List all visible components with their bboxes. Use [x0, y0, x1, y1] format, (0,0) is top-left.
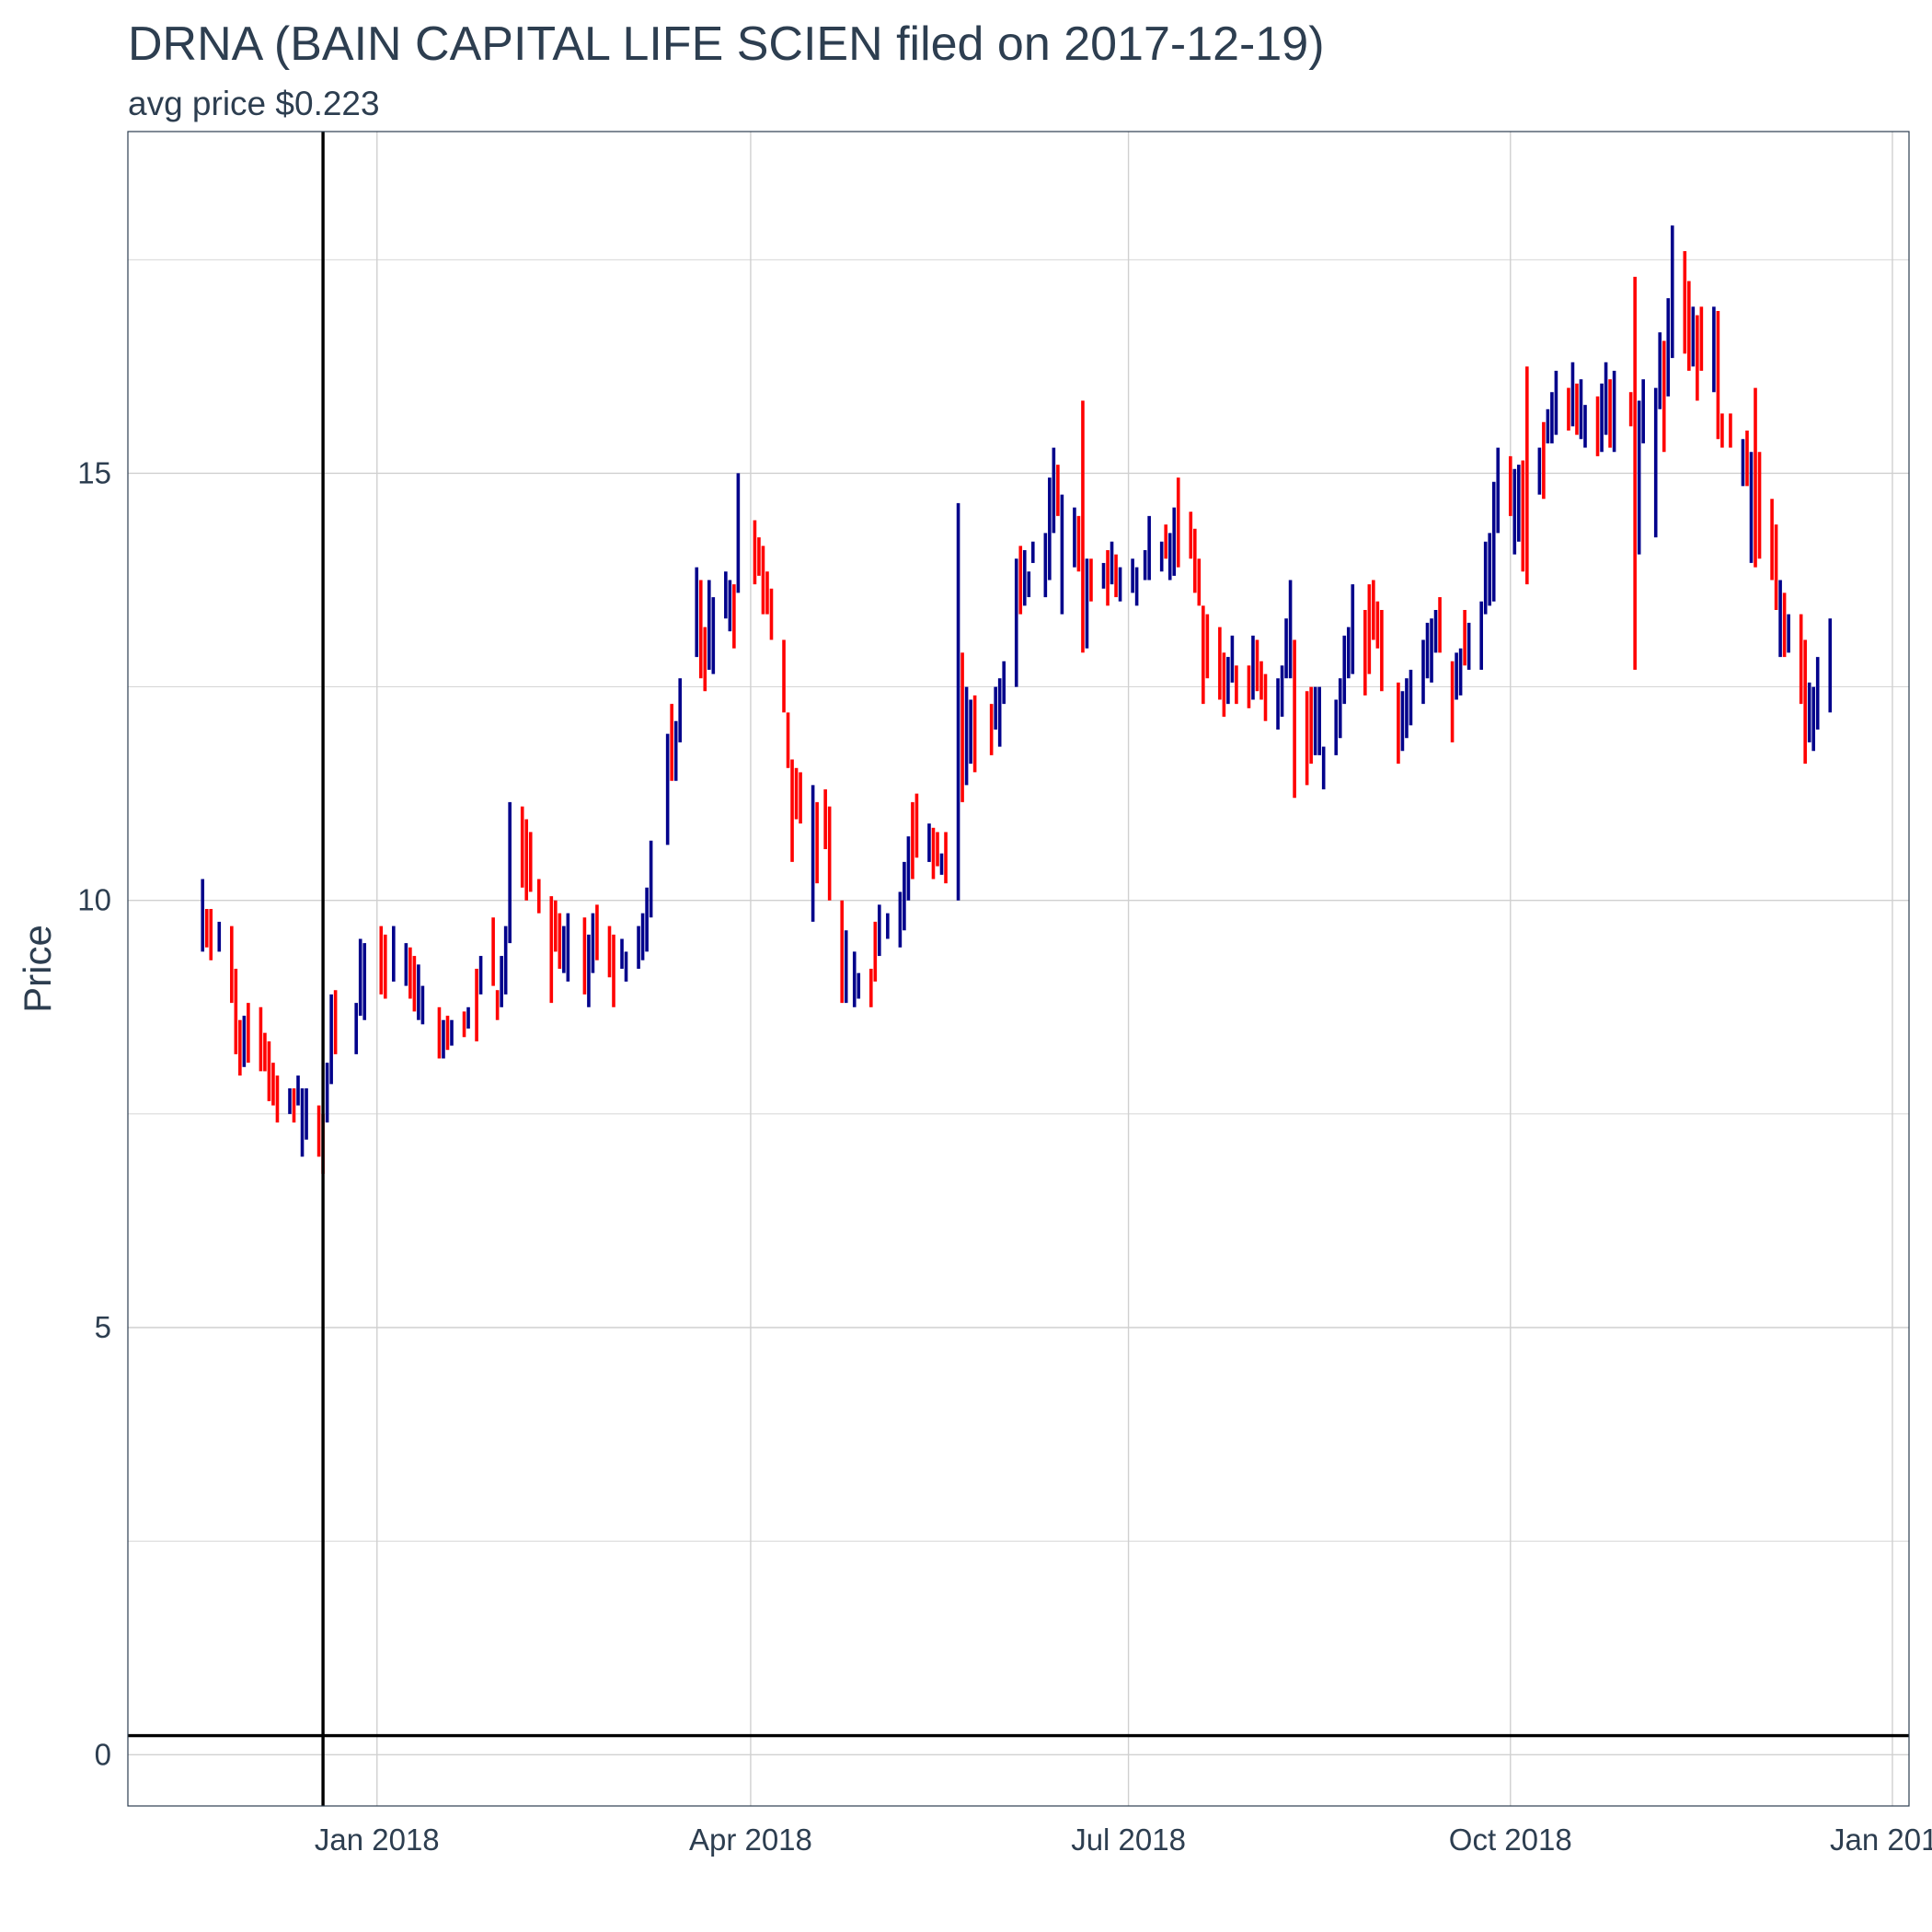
x-tick-label: Jan 2018	[315, 1823, 440, 1857]
price-bars	[201, 225, 1833, 1174]
reference-lines	[128, 132, 1909, 1806]
plot-panel-border	[127, 131, 1910, 1807]
chart-subtitle: avg price $0.223	[128, 85, 380, 122]
y-tick-label: 15	[77, 455, 111, 489]
grid-lines	[128, 132, 1909, 1806]
y-axis-title: Price	[16, 925, 59, 1013]
y-axis-ticks: 0 5 10 15	[77, 455, 111, 1771]
x-tick-label: Jul 2018	[1071, 1823, 1186, 1857]
y-tick-label: 0	[95, 1737, 111, 1771]
x-tick-label: Jan 2019	[1830, 1823, 1932, 1857]
chart-title: DRNA (BAIN CAPITAL LIFE SCIEN filed on 2…	[128, 17, 1325, 71]
y-tick-label: 5	[95, 1310, 111, 1344]
y-tick-label: 10	[77, 883, 111, 917]
x-axis-ticks: Jan 2018 Apr 2018 Jul 2018 Oct 2018 Jan 2019	[315, 1823, 1932, 1857]
x-tick-label: Apr 2018	[689, 1823, 812, 1857]
x-tick-label: Oct 2018	[1449, 1823, 1572, 1857]
